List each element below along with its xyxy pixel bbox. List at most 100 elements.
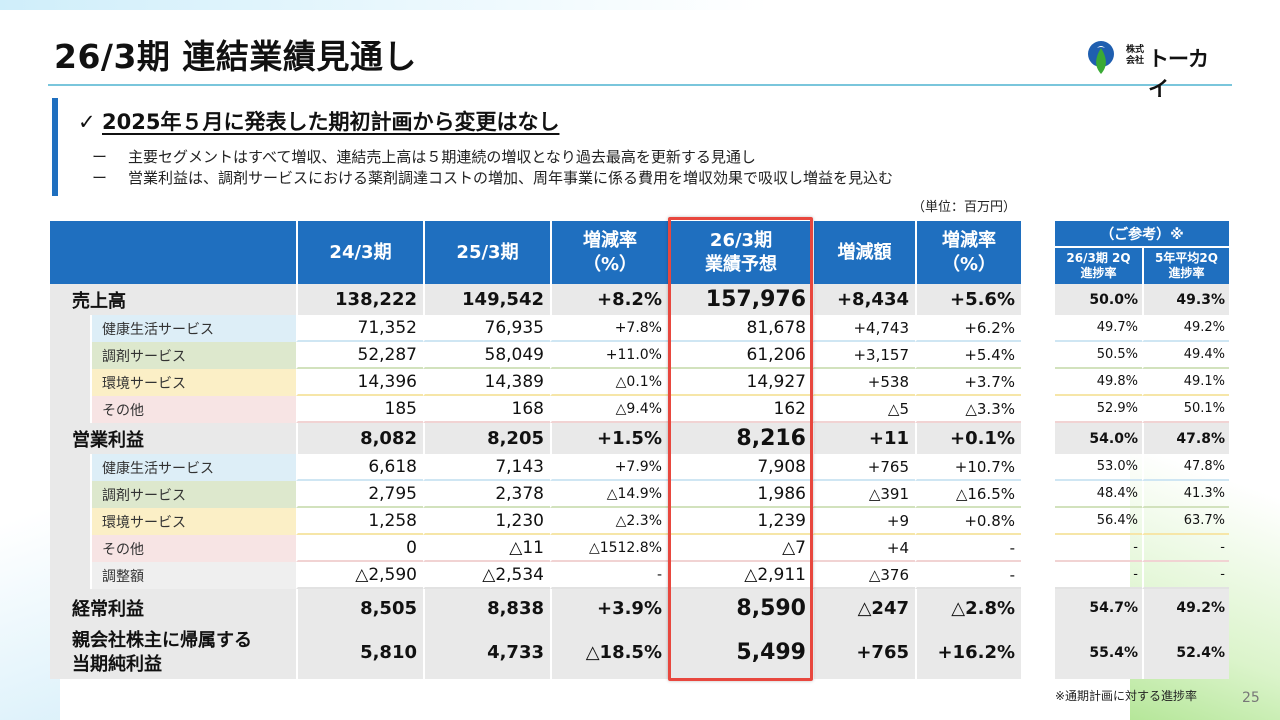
indent-cell (50, 369, 90, 396)
header-2q-progress: 26/3期 2Q 進捗率 (1055, 248, 1142, 284)
row-label: 調剤サービス (90, 342, 296, 369)
ref-cell: - (1055, 535, 1142, 562)
background-top-gradient (0, 0, 1280, 10)
ref-cell: 53.0% (1055, 454, 1142, 481)
ref-cell: 52.9% (1055, 396, 1142, 423)
ref-cell: 49.2% (1142, 589, 1229, 627)
ref-cell: 56.4% (1055, 508, 1142, 535)
cell-fy25: 76,935 (423, 315, 550, 342)
cell-change: △5 (812, 396, 915, 423)
cell-fy25: △11 (423, 535, 550, 562)
ref-cell: - (1142, 562, 1229, 589)
ref-row: 49.8% 49.1% (1055, 369, 1229, 396)
indent-cell (50, 315, 90, 342)
table-row-net-income: 親会社株主に帰属する 当期純利益 5,810 4,733 △18.5% 5,49… (50, 627, 1021, 679)
cell-rate1: △2.3% (550, 508, 668, 535)
cell-rate2: +10.7% (915, 454, 1021, 481)
cell-fy24: 52,287 (296, 342, 423, 369)
row-label: 営業利益 (50, 423, 296, 454)
cell-rate2: △16.5% (915, 481, 1021, 508)
cell-forecast: 81,678 (668, 315, 812, 342)
row-label: その他 (90, 535, 296, 562)
table-row-sales-environment: 環境サービス 14,396 14,389 △0.1% 14,927 +538 +… (50, 369, 1021, 396)
table-row-sales-other: その他 185 168 △9.4% 162 △5 △3.3% (50, 396, 1021, 423)
ref-cell: 49.8% (1055, 369, 1142, 396)
unit-label: （単位：百万円） (912, 200, 1017, 215)
cell-rate1: +8.2% (550, 284, 668, 315)
ref-cell: 63.7% (1142, 508, 1229, 535)
cell-fy24: 2,795 (296, 481, 423, 508)
table-row-sales-health: 健康生活サービス 71,352 76,935 +7.8% 81,678 +4,7… (50, 315, 1021, 342)
cell-change: △247 (812, 589, 915, 627)
cell-change: +9 (812, 508, 915, 535)
cell-fy25: 149,542 (423, 284, 550, 315)
cell-rate1: - (550, 562, 668, 589)
ref-cell: 54.7% (1055, 589, 1142, 627)
ref-cell: 50.5% (1055, 342, 1142, 369)
cell-rate1: △18.5% (550, 627, 668, 679)
row-label: 環境サービス (90, 369, 296, 396)
row-label: その他 (90, 396, 296, 423)
table-row-op-health: 健康生活サービス 6,618 7,143 +7.9% 7,908 +765 +1… (50, 454, 1021, 481)
row-label: 親会社株主に帰属する 当期純利益 (50, 627, 296, 679)
cell-fy25: 2,378 (423, 481, 550, 508)
bullet-text: 主要セグメントはすべて増収、連結売上高は５期連続の増収となり過去最高を更新する見… (128, 148, 756, 166)
row-label: 売上高 (50, 284, 296, 315)
cell-rate2: +6.2% (915, 315, 1021, 342)
ref-cell: 49.1% (1142, 369, 1229, 396)
cell-fy24: 5,810 (296, 627, 423, 679)
table-row-op-environment: 環境サービス 1,258 1,230 △2.3% 1,239 +9 +0.8% (50, 508, 1021, 535)
cell-forecast: 1,239 (668, 508, 812, 535)
cell-change: △391 (812, 481, 915, 508)
bullet-item: ー 主要セグメントはすべて増収、連結売上高は５期連続の増収となり過去最高を更新する… (92, 146, 756, 167)
cell-change: +3,157 (812, 342, 915, 369)
ref-cell: 54.0% (1055, 423, 1142, 454)
cell-forecast: 14,927 (668, 369, 812, 396)
header-fy25: 25/3期 (423, 221, 550, 284)
ref-row: -- (1055, 535, 1229, 562)
ref-row: 54.0% 47.8% (1055, 423, 1229, 454)
cell-rate1: +7.8% (550, 315, 668, 342)
check-icon: ✓ (78, 110, 96, 134)
indent-cell (50, 562, 90, 589)
cell-fy24: 8,082 (296, 423, 423, 454)
header-5yr-avg-progress: 5年平均2Q 進捗率 (1142, 248, 1229, 284)
cell-change: +765 (812, 454, 915, 481)
ref-cell: 50.1% (1142, 396, 1229, 423)
table-header-row: 24/3期 25/3期 増減率 （%） 26/3期 業績予想 増減額 増減率 （… (50, 221, 1021, 284)
ref-cell: 55.4% (1055, 627, 1142, 679)
cell-rate1: △14.9% (550, 481, 668, 508)
row-label: 経常利益 (50, 589, 296, 627)
indent-cell (50, 454, 90, 481)
row-label: 健康生活サービス (90, 454, 296, 481)
cell-fy25: 4,733 (423, 627, 550, 679)
page-title: 26/3期 連結業績見通し (54, 37, 417, 76)
ref-row: 56.4% 63.7% (1055, 508, 1229, 535)
cell-rate2: +5.4% (915, 342, 1021, 369)
cell-fy25: 14,389 (423, 369, 550, 396)
cell-rate1: +3.9% (550, 589, 668, 627)
cell-forecast: △7 (668, 535, 812, 562)
ref-cell: 47.8% (1142, 423, 1229, 454)
table-row-ordinary-profit: 経常利益 8,505 8,838 +3.9% 8,590 △247 △2.8% (50, 589, 1021, 627)
reference-progress-table: （ご参考）※ 26/3期 2Q 進捗率 5年平均2Q 進捗率 50.0% 49.3… (1055, 221, 1229, 679)
ref-cell: 48.4% (1055, 481, 1142, 508)
cell-forecast: 1,986 (668, 481, 812, 508)
reference-title: （ご参考）※ (1055, 221, 1229, 248)
cell-change: +4 (812, 535, 915, 562)
ref-cell: 49.7% (1055, 315, 1142, 342)
cell-fy24: 0 (296, 535, 423, 562)
logo-name: トーカイ (1148, 47, 1209, 101)
cell-forecast: 5,499 (668, 627, 812, 679)
title-divider (48, 84, 1232, 86)
cell-fy25: 1,230 (423, 508, 550, 535)
cell-rate2: +0.8% (915, 508, 1021, 535)
cell-change: +538 (812, 369, 915, 396)
cell-rate2: +3.7% (915, 369, 1021, 396)
table-row-sales: 売上高 138,222 149,542 +8.2% 157,976 +8,434… (50, 284, 1021, 315)
ref-row: 50.5% 49.4% (1055, 342, 1229, 369)
cell-change: +8,434 (812, 284, 915, 315)
forecast-table: 24/3期 25/3期 増減率 （%） 26/3期 業績予想 増減額 増減率 （… (50, 221, 1021, 679)
header-change-amount: 増減額 (812, 221, 915, 284)
cell-rate1: △1512.8% (550, 535, 668, 562)
